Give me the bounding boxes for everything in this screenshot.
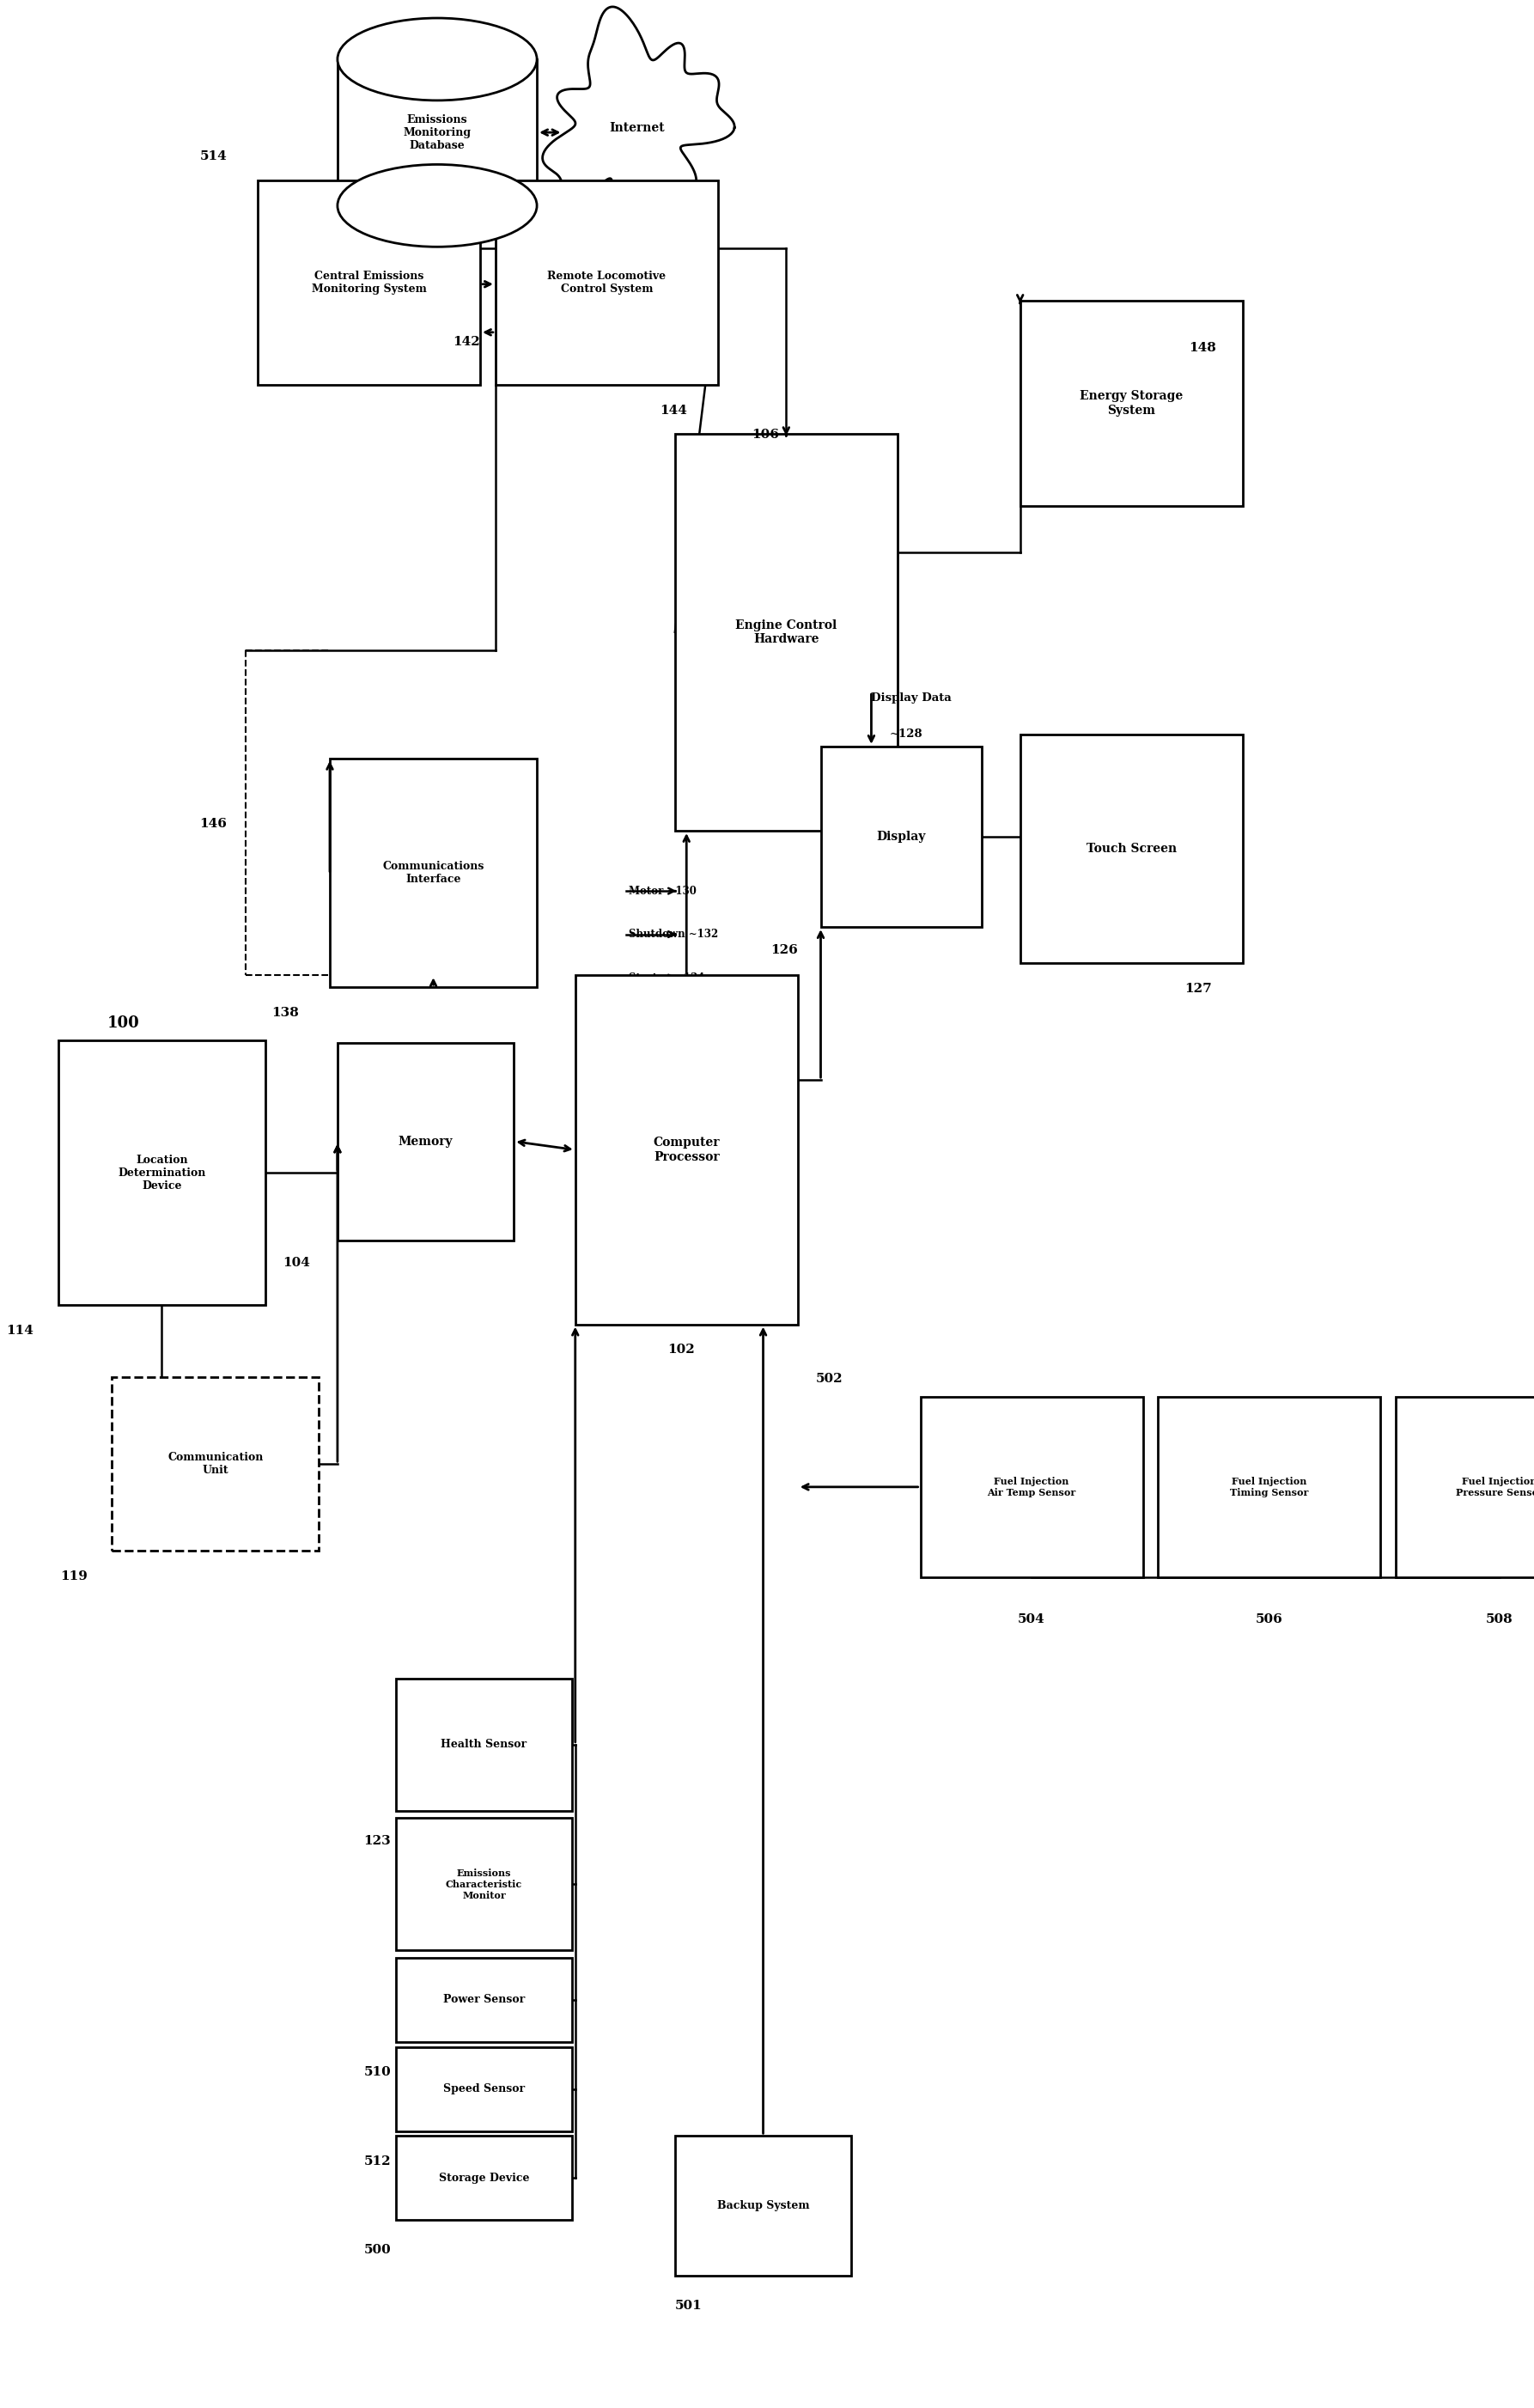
Text: Location
Determination
Device: Location Determination Device xyxy=(118,1153,206,1192)
FancyBboxPatch shape xyxy=(258,181,480,385)
Text: 501: 501 xyxy=(675,2300,703,2312)
Text: 146: 146 xyxy=(199,819,227,828)
Text: Backup System: Backup System xyxy=(716,2201,810,2211)
Text: Communications
Interface: Communications Interface xyxy=(382,862,485,884)
FancyBboxPatch shape xyxy=(337,1043,514,1240)
Text: 148: 148 xyxy=(1189,342,1216,354)
Text: 518: 518 xyxy=(618,246,646,258)
Text: 138: 138 xyxy=(272,1007,299,1019)
FancyBboxPatch shape xyxy=(821,746,982,927)
FancyBboxPatch shape xyxy=(1020,734,1243,963)
Text: Touch Screen: Touch Screen xyxy=(1086,843,1177,855)
Text: 508: 508 xyxy=(1486,1613,1513,1625)
Text: Display Data: Display Data xyxy=(871,694,951,703)
Text: Memory: Memory xyxy=(399,1137,453,1146)
FancyBboxPatch shape xyxy=(675,2136,851,2276)
FancyBboxPatch shape xyxy=(1158,1397,1381,1577)
Text: Shutdown ~132: Shutdown ~132 xyxy=(629,929,718,939)
Text: 502: 502 xyxy=(816,1373,844,1385)
Text: Emissions
Monitoring
Database: Emissions Monitoring Database xyxy=(403,113,471,152)
Text: 516: 516 xyxy=(414,258,442,270)
Text: 126: 126 xyxy=(770,944,798,956)
Text: 119: 119 xyxy=(60,1570,87,1582)
Text: Startup ~134: Startup ~134 xyxy=(629,973,704,982)
FancyBboxPatch shape xyxy=(396,1818,572,1950)
FancyBboxPatch shape xyxy=(495,181,718,385)
FancyBboxPatch shape xyxy=(330,759,537,987)
Text: Engine Control
Hardware: Engine Control Hardware xyxy=(735,619,838,645)
Text: Power Sensor: Power Sensor xyxy=(443,1994,525,2006)
FancyBboxPatch shape xyxy=(396,2047,572,2131)
FancyBboxPatch shape xyxy=(1020,301,1243,506)
Text: Motor ~130: Motor ~130 xyxy=(629,886,696,896)
FancyBboxPatch shape xyxy=(675,433,897,831)
Text: 127: 127 xyxy=(1184,982,1212,995)
Ellipse shape xyxy=(337,17,537,101)
Text: 104: 104 xyxy=(282,1257,310,1269)
Text: Central Emissions
Monitoring System: Central Emissions Monitoring System xyxy=(311,272,426,294)
Text: Fuel Injection
Air Temp Sensor: Fuel Injection Air Temp Sensor xyxy=(988,1476,1075,1498)
Text: Computer
Processor: Computer Processor xyxy=(653,1137,719,1163)
Text: 142: 142 xyxy=(453,337,480,347)
Text: 144: 144 xyxy=(660,405,687,417)
FancyBboxPatch shape xyxy=(920,1397,1143,1577)
Text: 514: 514 xyxy=(199,152,227,161)
Text: Speed Sensor: Speed Sensor xyxy=(443,2083,525,2095)
Text: 106: 106 xyxy=(752,429,779,441)
Text: Storage Device: Storage Device xyxy=(439,2172,529,2184)
FancyBboxPatch shape xyxy=(575,975,798,1324)
Text: Fuel Injection
Timing Sensor: Fuel Injection Timing Sensor xyxy=(1230,1476,1309,1498)
FancyBboxPatch shape xyxy=(1396,1397,1534,1577)
Polygon shape xyxy=(543,7,735,231)
Text: Display: Display xyxy=(876,831,927,843)
Text: 504: 504 xyxy=(1019,1613,1045,1625)
Text: 123: 123 xyxy=(364,1835,391,1847)
Ellipse shape xyxy=(337,164,537,248)
FancyBboxPatch shape xyxy=(396,1958,572,2042)
Polygon shape xyxy=(337,60,537,205)
Text: Internet: Internet xyxy=(609,123,664,132)
Text: 100: 100 xyxy=(107,1016,140,1031)
Text: Health Sensor: Health Sensor xyxy=(440,1739,528,1751)
Text: Fuel Injection
Pressure Sensor: Fuel Injection Pressure Sensor xyxy=(1456,1476,1534,1498)
FancyBboxPatch shape xyxy=(396,1678,572,1811)
FancyBboxPatch shape xyxy=(112,1377,319,1551)
Text: Remote Locomotive
Control System: Remote Locomotive Control System xyxy=(548,272,666,294)
FancyBboxPatch shape xyxy=(396,2136,572,2220)
Text: 500: 500 xyxy=(364,2244,391,2256)
Text: Emissions
Characteristic
Monitor: Emissions Characteristic Monitor xyxy=(446,1869,522,1900)
Text: 114: 114 xyxy=(6,1324,34,1336)
Text: 506: 506 xyxy=(1256,1613,1282,1625)
Text: Communication
Unit: Communication Unit xyxy=(167,1452,264,1476)
Text: FIG. 3: FIG. 3 xyxy=(61,1141,167,1170)
Text: 512: 512 xyxy=(364,2155,391,2167)
Text: 102: 102 xyxy=(667,1344,695,1356)
Text: Energy Storage
System: Energy Storage System xyxy=(1080,390,1183,417)
Text: 510: 510 xyxy=(364,2066,391,2078)
FancyBboxPatch shape xyxy=(58,1040,265,1305)
Text: ~128: ~128 xyxy=(890,730,923,739)
